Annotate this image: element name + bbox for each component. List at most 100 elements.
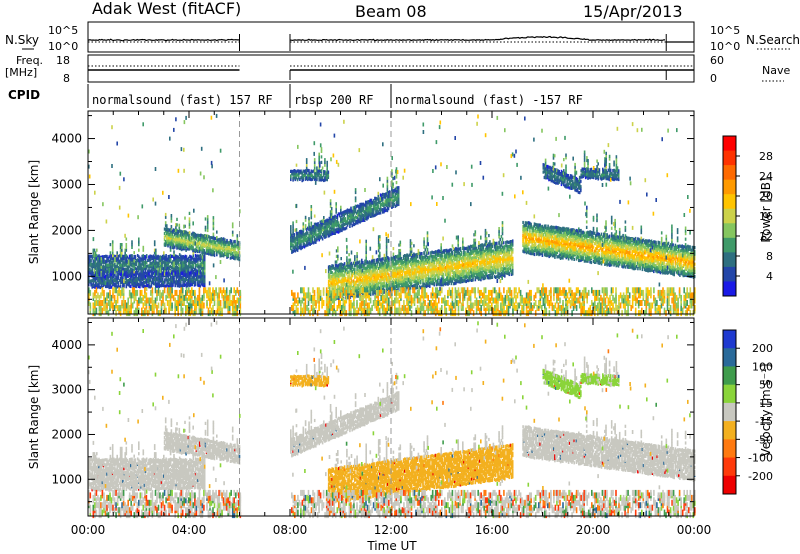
power-echo-cell [110, 276, 113, 280]
power-echo-cell [163, 260, 165, 264]
power-echo-cell [170, 230, 173, 234]
power-echo-cell [99, 261, 101, 265]
power-echo-cell [397, 186, 400, 190]
power-echo-cell [183, 260, 185, 264]
power-echo-cell [89, 279, 91, 283]
power-echo-cell [188, 211, 191, 215]
power-echo-cell [93, 279, 96, 283]
power-echo-cell [231, 233, 234, 237]
power-echo-cell [170, 232, 173, 236]
power-echo-cell [170, 271, 173, 275]
power-echo-cell [125, 281, 128, 285]
power-echo-cell [136, 258, 139, 262]
power-echo-cell [180, 283, 182, 288]
power-echo-cell [167, 227, 169, 232]
power-echo-cell [99, 255, 101, 259]
power-echo-cell [160, 271, 163, 275]
power-echo-cell [142, 274, 145, 278]
power-echo-cell [354, 267, 356, 271]
power-echo-cell [157, 267, 159, 271]
power-echo-cell [197, 257, 199, 261]
power-echo-cell [177, 243, 179, 247]
power-echo-cell [108, 268, 111, 272]
power-echo-cell [177, 234, 179, 238]
power-echo-cell [168, 259, 171, 263]
power-echo-cell [169, 232, 171, 236]
power-echo-cell [107, 256, 109, 260]
power-echo-cell [103, 259, 106, 263]
power-echo-cell [121, 248, 123, 252]
power-echo-cell [354, 190, 357, 195]
power-echo-cell [410, 241, 413, 245]
power-echo-cell [212, 232, 215, 236]
power-echo-cell [164, 269, 166, 274]
power-echo-cell [161, 258, 164, 262]
power-echo-cell [231, 230, 234, 234]
power-echo-cell [114, 256, 116, 261]
power-echo-cell [329, 202, 332, 206]
power-echo-cell [169, 264, 172, 268]
power-echo-cell [128, 254, 131, 258]
power-echo-cell [132, 284, 134, 288]
power-echo-cell [147, 284, 149, 288]
power-echo-cell [117, 281, 120, 285]
power-echo-cell [99, 269, 101, 273]
power-echo-cell [183, 263, 185, 267]
power-echo-cell [138, 276, 140, 280]
power-echo-cell [158, 274, 160, 278]
power-echo-cell [109, 273, 112, 277]
power-echo-cell [197, 277, 199, 282]
power-echo-cell [149, 262, 151, 266]
power-echo-cell [139, 272, 141, 276]
power-echo-cell [116, 257, 118, 261]
power-echo-cell [176, 231, 178, 236]
power-echo-cell [140, 276, 142, 280]
power-echo-cell [190, 257, 192, 261]
power-echo-cell [98, 272, 100, 276]
power-echo-cell [145, 278, 148, 282]
power-echo-cell [136, 281, 139, 285]
power-echo-cell [100, 275, 103, 279]
power-echo-cell [172, 254, 174, 258]
power-echo-cell [115, 258, 117, 263]
power-echo-cell [161, 277, 164, 281]
power-echo-cell [292, 221, 294, 225]
power-echo-cell [127, 257, 130, 261]
power-echo-cell [193, 271, 196, 275]
power-echo-cell [203, 275, 206, 279]
power-echo-cell [142, 284, 145, 289]
power-echo-cell [197, 282, 199, 286]
power-echo-cell [178, 276, 181, 280]
power-echo-cell [145, 280, 148, 284]
power-echo-cell [134, 278, 137, 283]
power-echo-cell [194, 269, 197, 273]
power-echo-cell [177, 280, 180, 284]
power-echo-cell [138, 240, 140, 244]
power-echo-cell [379, 243, 381, 247]
power-echo-cell [335, 260, 338, 264]
power-echo-cell [88, 277, 90, 281]
power-echo-cell [117, 283, 120, 287]
power-echo-cell [98, 259, 100, 263]
power-echo-cell [111, 275, 114, 279]
power-echo-cell [152, 268, 155, 272]
power-echo-cell [148, 272, 150, 276]
power-echo-cell [204, 225, 207, 229]
power-echo-cell [127, 262, 130, 266]
power-echo-cell [158, 282, 160, 286]
power-echo-cell [462, 240, 464, 244]
power-echo-cell [139, 256, 141, 260]
power-echo-cell [193, 260, 196, 265]
power-echo-cell [161, 261, 164, 265]
power-echo-cell [164, 221, 167, 225]
power-echo-cell [203, 272, 206, 276]
power-echo-cell [102, 278, 105, 283]
power-echo-cell [197, 262, 199, 266]
power-echo-cell [177, 238, 179, 242]
power-echo-cell [88, 267, 90, 271]
power-echo-cell [131, 272, 133, 276]
power-echo-cell [157, 282, 159, 286]
power-echo-cell [172, 240, 175, 244]
power-echo-cell [118, 267, 121, 271]
power-echo-cell [109, 280, 112, 284]
